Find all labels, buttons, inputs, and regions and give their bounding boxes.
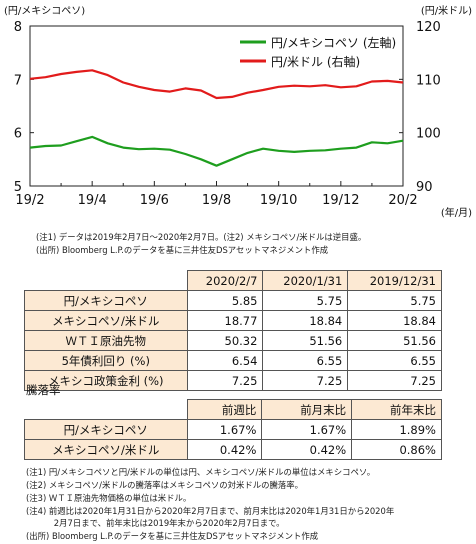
market-data-table: 2020/2/7 2020/1/31 2019/12/31 円/メキシコペソ 5… xyxy=(24,270,442,391)
x-tick-label: 19/12 xyxy=(322,193,359,208)
table-cell: 50.32 xyxy=(186,330,264,351)
plot-frame xyxy=(29,25,404,187)
x-axis-unit: (年/月) xyxy=(441,206,472,219)
table-header-cell: 2020/2/7 xyxy=(186,270,264,291)
table-cell: 1.67% xyxy=(261,419,353,440)
fx-line-chart: (円/メキシコペソ) (円/米ドル) (年/月) 5 6 7 8 90 100 110 120 19/… xyxy=(4,4,472,219)
table-cell: 5.75 xyxy=(262,290,349,311)
x-tick-label: 19/4 xyxy=(78,193,107,208)
legend-label: 円/メキシコペソ (左軸) xyxy=(271,35,396,50)
right-tick-label: 120 xyxy=(416,20,441,35)
footnote-source: (出所) Bloomberg L.P.のデータを基に三井住友DSアセットマネジメ… xyxy=(26,531,319,541)
table-header-cell: 前週比 xyxy=(186,399,263,420)
change-rate-table: 前週比 前月末比 前年末比 円/メキシコペソ 1.67% 1.67% 1.89%… xyxy=(24,399,442,460)
table-cell: 7.25 xyxy=(347,370,442,391)
right-axis-unit: (円/米ドル) xyxy=(421,4,472,17)
section-label-change-rate: 騰落率 xyxy=(26,383,61,397)
table-cell: 5.75 xyxy=(347,290,442,311)
table-cell: 7.25 xyxy=(262,370,349,391)
table-cell: 6.54 xyxy=(186,350,264,371)
table-row: ＷＴＩ原油先物 50.32 51.56 51.56 xyxy=(24,330,442,351)
chart-note-source: (出所) Bloomberg L.P.のデータを基に三井住友DSアセットマネジメ… xyxy=(36,245,329,255)
footnote-4-cont: 2月7日まで、前年末比は2019年末から2020年2月7日まで。 xyxy=(26,518,285,528)
row-label: メキシコペソ/米ドル xyxy=(24,439,188,460)
table-cell: 0.42% xyxy=(186,439,263,460)
row-label: メキシコペソ/米ドル xyxy=(24,310,188,331)
table-cell: 0.86% xyxy=(351,439,442,460)
table-header-row: 前週比 前月末比 前年末比 xyxy=(25,399,442,420)
table-header-cell: 前月末比 xyxy=(261,399,353,420)
series-line-jpy-mxn xyxy=(29,135,404,167)
left-tick-label: 6 xyxy=(14,127,22,142)
table-cell: 1.67% xyxy=(186,419,263,440)
table-header-row: 2020/2/7 2020/1/31 2019/12/31 xyxy=(25,270,442,291)
x-tick-label: 20/2 xyxy=(388,193,417,208)
table-cell: 51.56 xyxy=(262,330,349,351)
table-row: メキシコペソ/米ドル 18.77 18.84 18.84 xyxy=(24,310,442,331)
table-row: メキシコ政策金利 (%) 7.25 7.25 7.25 xyxy=(24,370,442,391)
x-tick-label: 19/2 xyxy=(15,193,44,208)
table-cell: 7.25 xyxy=(186,370,264,391)
row-label: ＷＴＩ原油先物 xyxy=(24,330,188,351)
row-label: 円/メキシコペソ xyxy=(24,419,188,440)
x-tick-label: 19/6 xyxy=(140,193,169,208)
table-cell: 18.84 xyxy=(347,310,442,331)
table-row: 5年債利回り (%) 6.54 6.55 6.55 xyxy=(24,350,442,371)
footnote-3: (注3) ＷＴＩ原油先物価格の単位は米ドル。 xyxy=(26,493,192,503)
right-tick-label: 90 xyxy=(416,180,433,195)
left-tick-label: 8 xyxy=(14,20,22,35)
legend-label: 円/米ドル (右軸) xyxy=(271,54,360,69)
row-label: メキシコ政策金利 (%) xyxy=(24,370,188,391)
left-tick-label: 7 xyxy=(14,73,22,88)
left-tick-label: 5 xyxy=(14,180,22,195)
x-tick-label: 19/10 xyxy=(260,193,297,208)
x-tick-label: 19/8 xyxy=(202,193,231,208)
table-cell: 5.85 xyxy=(186,290,264,311)
chart-note-1: (注1) データは2019年2月7日～2020年2月7日。(注2) メキシコペソ… xyxy=(36,232,367,242)
footnote-4: (注4) 前週比は2020年1月31日から2020年2月7日まで、前月末比は20… xyxy=(26,506,395,516)
footnote-2: (注2) メキシコペソ/米ドルの騰落率はメキシコペソの対米ドルの騰落率。 xyxy=(26,480,303,490)
right-tick-label: 110 xyxy=(416,73,441,88)
table-row: 円/メキシコペソ 1.67% 1.67% 1.89% xyxy=(24,419,442,440)
row-label: 円/メキシコペソ xyxy=(24,290,188,311)
series-line-jpy-usd xyxy=(29,69,404,100)
row-label: 5年債利回り (%) xyxy=(24,350,188,371)
table-cell: 6.55 xyxy=(262,350,349,371)
table-header-cell: 前年末比 xyxy=(351,399,442,420)
table-cell: 6.55 xyxy=(347,350,442,371)
right-tick-label: 100 xyxy=(416,127,441,142)
footnote-1: (注1) 円/メキシコペソと円/米ドルの単位は円、メキシコペソ/米ドルの単位はメ… xyxy=(26,467,376,477)
table-cell: 0.42% xyxy=(261,439,353,460)
table-row: 円/メキシコペソ 5.85 5.75 5.75 xyxy=(24,290,442,311)
table-cell: 18.77 xyxy=(186,310,264,331)
table-cell: 18.84 xyxy=(262,310,349,331)
table-cell: 1.89% xyxy=(351,419,442,440)
table-header-cell: 2020/1/31 xyxy=(262,270,349,291)
table-cell: 51.56 xyxy=(347,330,442,351)
left-axis-unit: (円/メキシコペソ) xyxy=(4,6,85,17)
table-header-cell: 2019/12/31 xyxy=(347,270,442,291)
table-row: メキシコペソ/米ドル 0.42% 0.42% 0.86% xyxy=(24,439,442,460)
